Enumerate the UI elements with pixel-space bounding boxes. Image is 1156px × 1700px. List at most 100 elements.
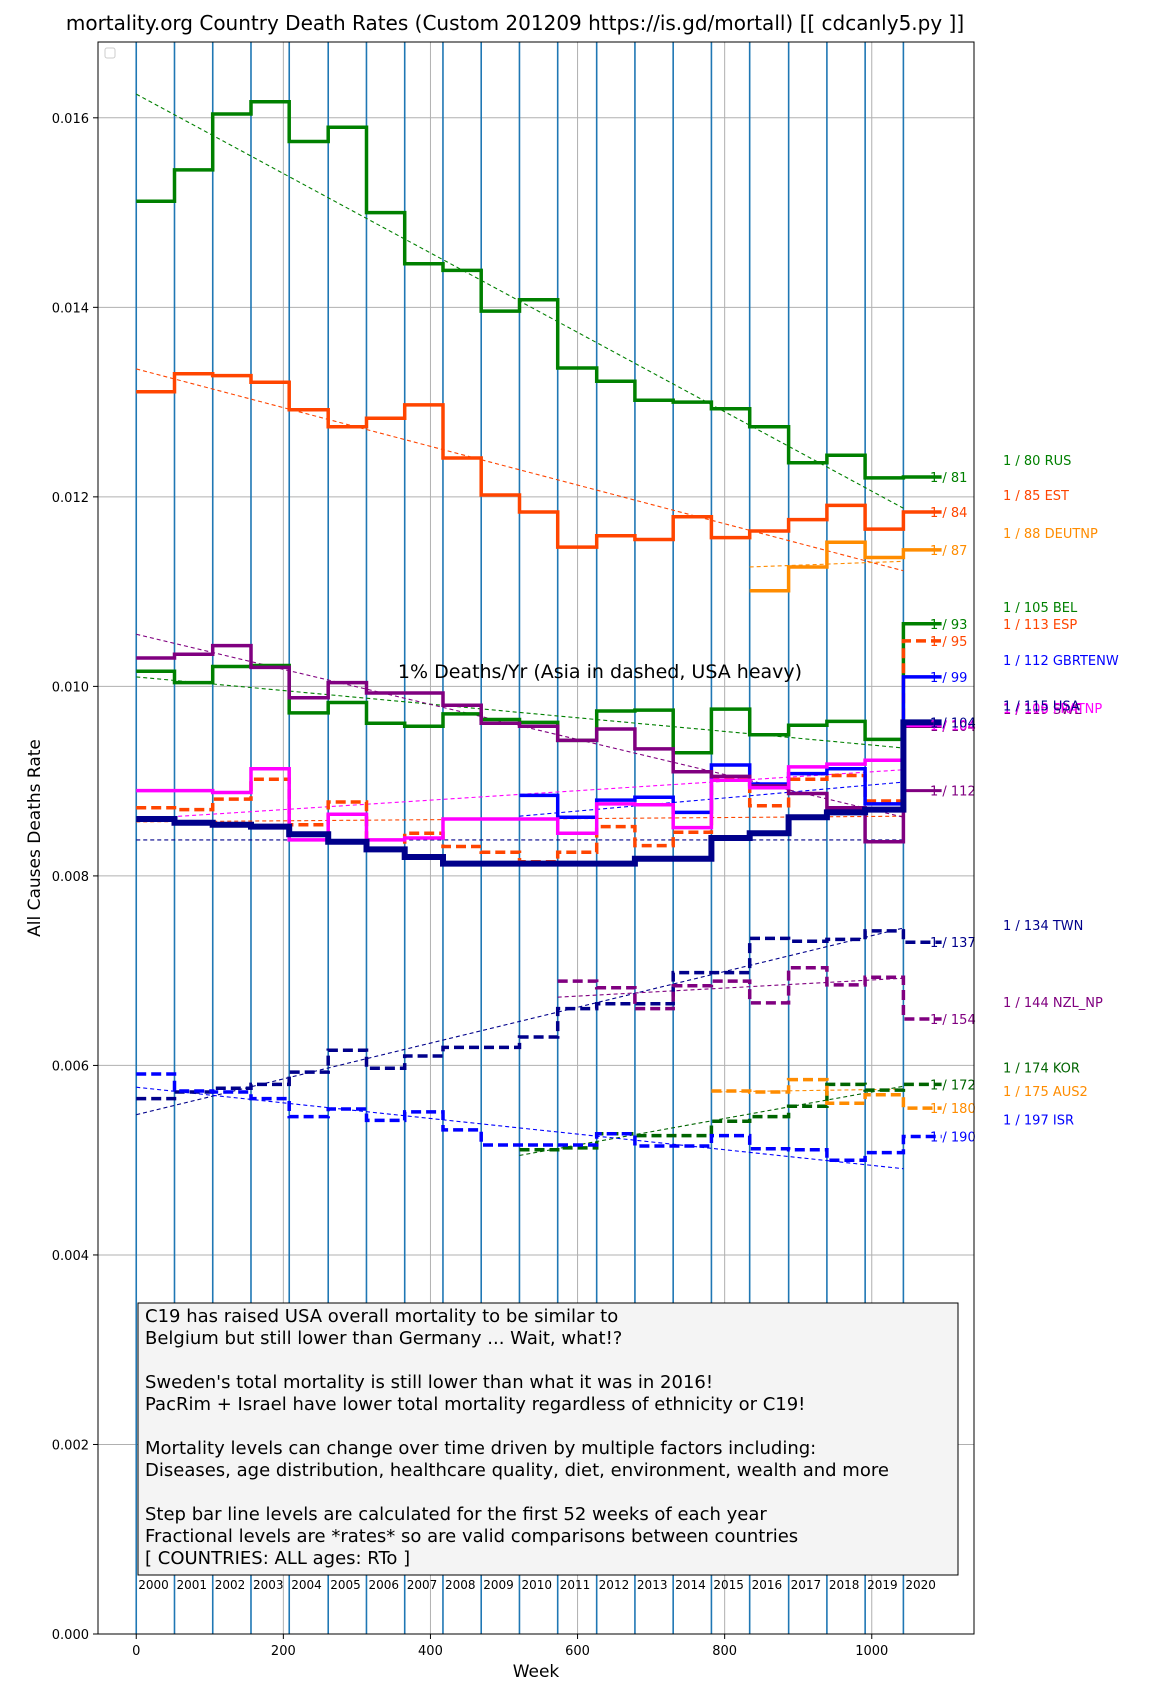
far-label-rus: 1 / 80 RUS bbox=[1003, 454, 1071, 469]
year-label: 2016 bbox=[752, 1578, 783, 1592]
y-tick-label: 0.002 bbox=[52, 1438, 89, 1453]
x-tick-label: 200 bbox=[271, 1644, 296, 1659]
far-label-gbrtenw: 1 / 112 GBRTENW bbox=[1003, 654, 1119, 669]
series-line-usa bbox=[136, 719, 942, 867]
y-tick-label: 0.008 bbox=[52, 870, 89, 885]
far-label-nzl_np: 1 / 144 NZL_NP bbox=[1003, 996, 1103, 1011]
note-box: C19 has raised USA overall mortality to … bbox=[137, 1302, 959, 1576]
x-tick-label: 1000 bbox=[855, 1644, 888, 1659]
trend-line-isr bbox=[136, 1086, 904, 1170]
end-label-gbrtenw: 1 / 99 bbox=[930, 671, 967, 686]
year-label: 2018 bbox=[829, 1578, 860, 1592]
axes-layer: 0.000 0.002 0.004 0.006 0.008 0.010 0.012 0.014… bbox=[52, 112, 889, 1659]
series-line-deutnp bbox=[749, 540, 942, 593]
series-line-aus2 bbox=[711, 1077, 942, 1110]
y-tick-label: 0.014 bbox=[52, 301, 89, 316]
year-label: 2012 bbox=[599, 1578, 630, 1592]
y-tick-label: 0.010 bbox=[52, 680, 89, 695]
y-tick-label: 0.004 bbox=[52, 1249, 89, 1264]
end-label-nld: 1 / 112 bbox=[930, 785, 976, 800]
series-line-swe bbox=[136, 643, 942, 844]
note-box-background bbox=[137, 1302, 959, 1576]
trend-line-twn bbox=[136, 927, 904, 1116]
far-label-fratnp: 1 / 108 FRATNP bbox=[1003, 702, 1102, 717]
far-label-swe: 1 / 119 SWE bbox=[1003, 703, 1082, 718]
year-label: 2015 bbox=[713, 1578, 744, 1592]
end-label-swe: 1 / 104 bbox=[930, 720, 976, 735]
trend-line-deutnp bbox=[749, 560, 904, 568]
end-label-bel: 1 / 93 bbox=[930, 618, 967, 633]
year-label: 2013 bbox=[637, 1578, 668, 1592]
year-label: 2003 bbox=[253, 1578, 284, 1592]
year-label: 2001 bbox=[176, 1578, 207, 1592]
y-axis-label: All Causes Deaths Rate bbox=[25, 739, 45, 937]
series-layer bbox=[136, 99, 942, 1162]
y-tick-label: 0.006 bbox=[52, 1059, 89, 1074]
far-label-deutnp: 1 / 88 DEUTNP bbox=[1003, 527, 1098, 542]
year-label: 2002 bbox=[215, 1578, 246, 1592]
year-label: 2011 bbox=[560, 1578, 591, 1592]
end-label-twn: 1 / 137 bbox=[930, 936, 976, 951]
far-label-aus2: 1 / 175 AUS2 bbox=[1003, 1085, 1088, 1100]
note-line: Belgium but still lower than Germany ...… bbox=[145, 1328, 622, 1349]
x-tick-label: 0 bbox=[132, 1644, 140, 1659]
end-label-nzl_np: 1 / 154 bbox=[930, 1013, 976, 1028]
end-label-aus2: 1 / 180 bbox=[930, 1102, 976, 1117]
x-axis-label: Week bbox=[513, 1662, 560, 1682]
note-line: Sweden's total mortality is still lower … bbox=[145, 1372, 713, 1393]
end-label-usa: 1 / 104 bbox=[930, 716, 976, 731]
year-label: 2008 bbox=[445, 1578, 476, 1592]
y-tick-label: 0.012 bbox=[52, 491, 89, 506]
trend-line-kor bbox=[519, 1085, 904, 1156]
end-label-esp: 1 / 95 bbox=[930, 635, 967, 650]
legend-box bbox=[104, 47, 116, 59]
trend-line-est bbox=[136, 368, 904, 572]
far-label-twn: 1 / 134 TWN bbox=[1003, 919, 1083, 934]
note-line: Fractional levels are *rates* so are val… bbox=[145, 1526, 798, 1547]
end-label-rus: 1 / 81 bbox=[930, 471, 967, 486]
series-line-twn bbox=[136, 929, 942, 1101]
year-label: 2004 bbox=[291, 1578, 322, 1592]
y-tick-label: 0.000 bbox=[52, 1628, 89, 1643]
year-label: 2009 bbox=[483, 1578, 514, 1592]
far-label-bel: 1 / 105 BEL bbox=[1003, 601, 1078, 616]
note-line: C19 has raised USA overall mortality to … bbox=[145, 1306, 618, 1327]
year-label: 2019 bbox=[867, 1578, 898, 1592]
series-line-est bbox=[136, 371, 942, 549]
series-line-rus bbox=[136, 99, 942, 480]
x-tick-label: 400 bbox=[418, 1644, 443, 1659]
year-label: 2005 bbox=[330, 1578, 361, 1592]
year-label: 2014 bbox=[675, 1578, 706, 1592]
series-line-kor bbox=[519, 1082, 942, 1152]
year-label: 2000 bbox=[138, 1578, 169, 1592]
trend-line-bel bbox=[136, 676, 904, 749]
end-label-kor: 1 / 172 bbox=[930, 1078, 976, 1093]
trend-line-esp bbox=[136, 815, 904, 823]
note-line: Step bar line levels are calculated for … bbox=[145, 1504, 767, 1525]
plot-frame bbox=[97, 41, 975, 1635]
x-tick-label: 600 bbox=[565, 1644, 590, 1659]
year-label: 2017 bbox=[791, 1578, 822, 1592]
year-label: 2010 bbox=[521, 1578, 552, 1592]
series-labels-layer: 1 / 81 1 / 80 RUS 1 / 84 1 / 85 EST 1 / 87 1 … bbox=[930, 454, 1119, 1146]
year-label: 2007 bbox=[407, 1578, 438, 1592]
trend-line-fratnp bbox=[136, 769, 904, 820]
far-label-esp: 1 / 113 ESP bbox=[1003, 618, 1077, 633]
series-line-isr bbox=[136, 1072, 942, 1162]
series-line-nzl_np bbox=[557, 966, 942, 1021]
series-line-bel bbox=[136, 622, 942, 755]
note-line: Mortality levels can change over time dr… bbox=[145, 1438, 816, 1459]
far-label-kor: 1 / 174 KOR bbox=[1003, 1061, 1080, 1076]
far-label-isr: 1 / 197 ISR bbox=[1003, 1114, 1074, 1129]
year-label: 2020 bbox=[905, 1578, 936, 1592]
far-label-usa: 1 / 115 USA bbox=[1003, 699, 1080, 714]
note-line: Diseases, age distribution, healthcare q… bbox=[145, 1460, 889, 1481]
series-line-fratnp bbox=[136, 723, 942, 842]
y-tick-label: 0.016 bbox=[52, 112, 89, 127]
note-line: [ COUNTRIES: ALL ages: RTo ] bbox=[145, 1548, 410, 1569]
end-label-isr: 1 / 190 bbox=[930, 1131, 976, 1146]
trend-line-nzl_np bbox=[557, 977, 904, 998]
x-tick-label: 800 bbox=[712, 1644, 737, 1659]
note-line: PacRim + Israel have lower total mortali… bbox=[145, 1394, 805, 1415]
end-label-fratnp: 1 / 104 bbox=[930, 719, 976, 734]
